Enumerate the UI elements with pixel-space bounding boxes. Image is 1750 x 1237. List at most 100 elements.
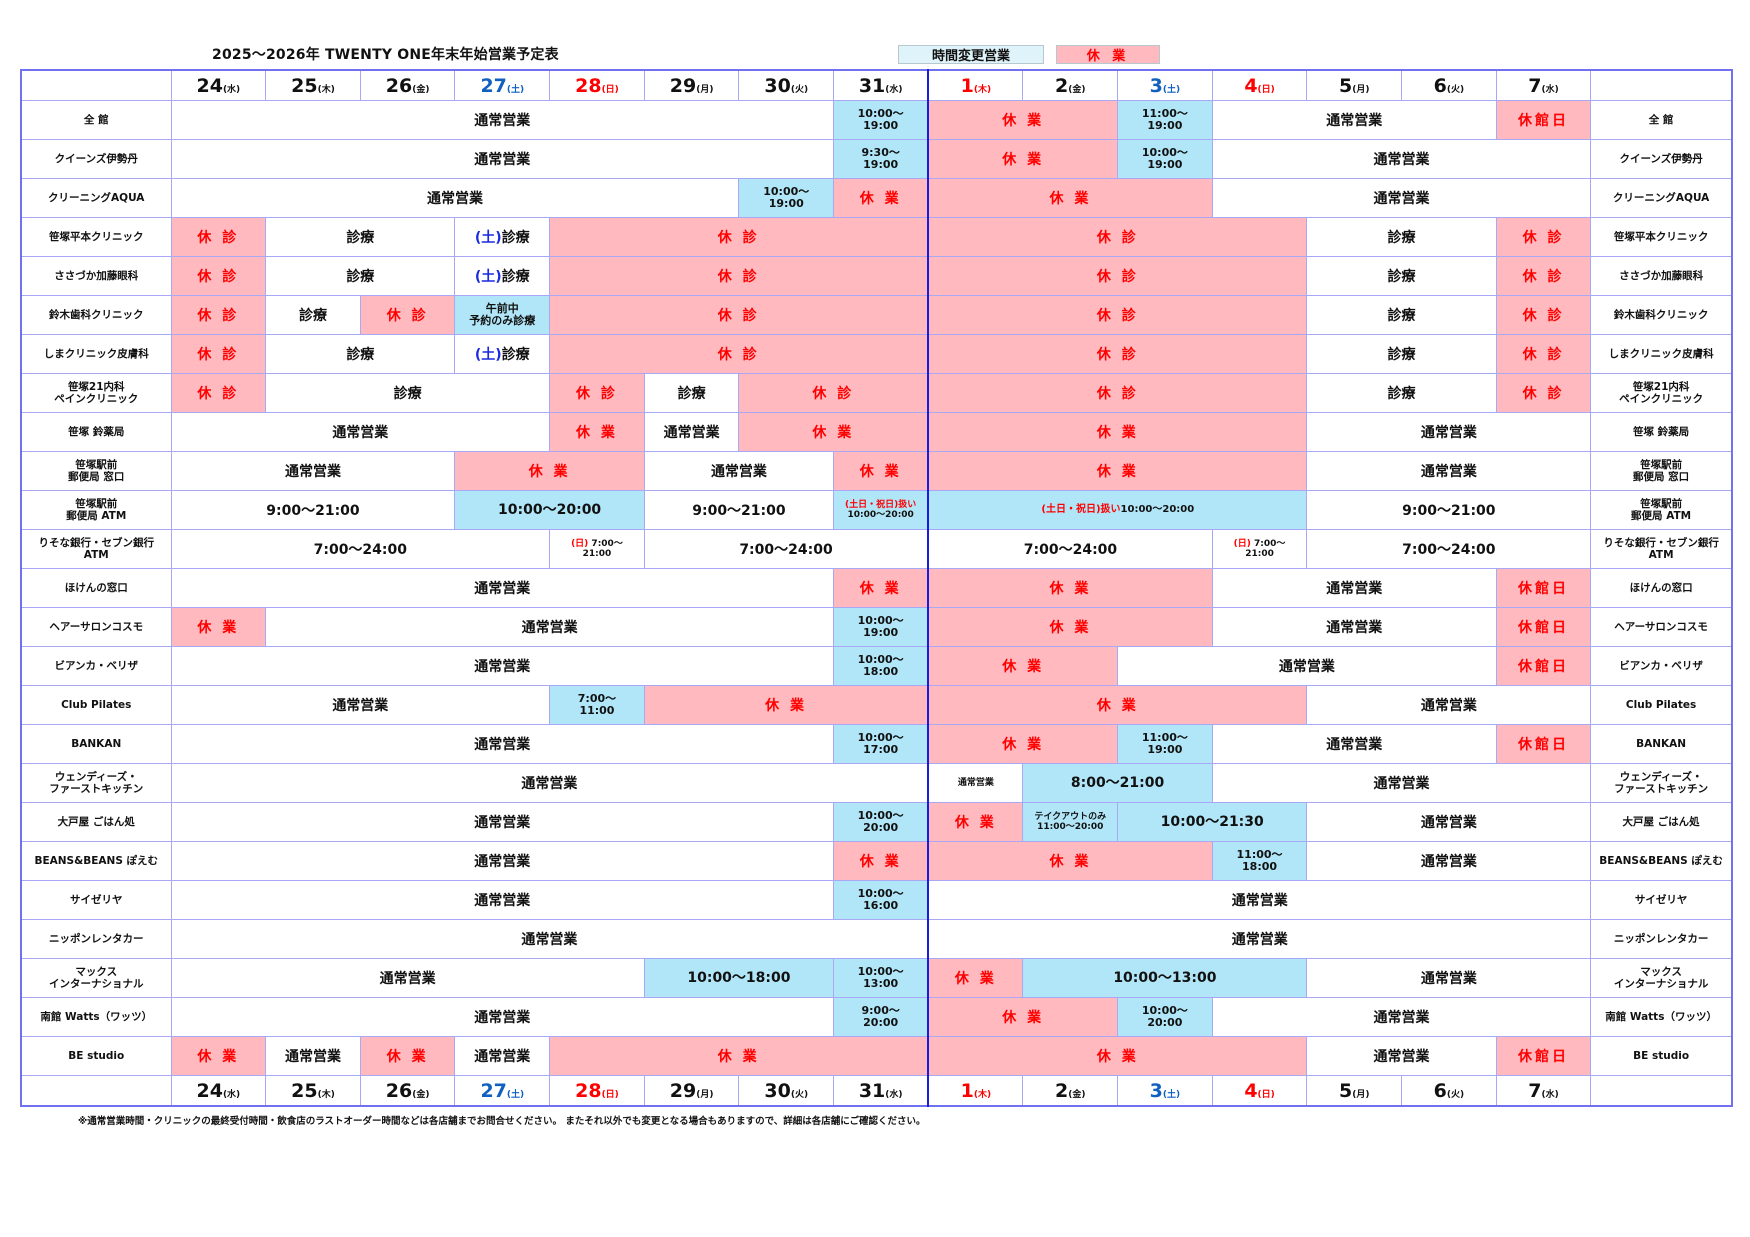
day-header: 26(金)	[359, 69, 456, 101]
store-name: 笹塚駅前 郵便局 窓口	[20, 451, 172, 491]
closed-cell: 休 診	[170, 256, 267, 296]
cell-text: 通常営業	[1373, 776, 1430, 792]
normal-cell: 通常営業	[170, 841, 835, 881]
closed-cell: 休 業	[170, 607, 267, 647]
cell-text: 10:00〜 13:00	[857, 965, 904, 990]
cell-text: 通常営業	[474, 581, 531, 597]
normal-cell: 通常営業	[927, 880, 1592, 920]
cell-text: 通常営業	[474, 737, 531, 753]
cell-text: 休 診	[717, 230, 760, 246]
store-name: ほけんの窓口	[20, 568, 172, 608]
day-header: 26(金)	[359, 1075, 456, 1107]
closed-cell: 休 業	[170, 1036, 267, 1076]
cell-text: 休 業	[1049, 581, 1092, 597]
day-number: 29	[669, 1079, 697, 1102]
closed-cell: 休 診	[1495, 373, 1592, 413]
day-number: 7	[1528, 1079, 1542, 1102]
day-of-week: (月)	[1352, 84, 1370, 95]
cell-text: 診療	[1387, 269, 1416, 285]
closed-cell: 休 業	[833, 451, 929, 491]
day-of-week: (火)	[1446, 1089, 1465, 1100]
day-number: 2	[1055, 74, 1069, 97]
cell-text: 休 業	[859, 464, 902, 480]
table-row: サイゼリヤ 通常営業 10:00〜 16:00 通常営業 サイゼリヤ	[20, 880, 1733, 920]
closed-cell: 休館日	[1495, 1036, 1592, 1076]
cell-text: 通常営業	[332, 425, 389, 441]
day-header: 4(日)	[1211, 69, 1308, 101]
day-of-week: (火)	[790, 1089, 809, 1100]
cell-text: 通常営業	[474, 893, 531, 909]
day-header: 28(日)	[549, 1075, 645, 1107]
day-number: 30	[764, 74, 791, 97]
closed-cell: 休館日	[1495, 568, 1592, 608]
cell-text: 休 診	[1522, 308, 1565, 324]
day-number: 29	[669, 74, 697, 97]
cell-text: 通常営業	[474, 1049, 531, 1065]
cell-text: 10:00〜 17:00	[857, 731, 904, 756]
store-name: 笹塚 鈴薬局	[20, 412, 172, 452]
cell-text: 休 業	[197, 1049, 240, 1065]
cell-text: 10:00〜18:00	[687, 970, 791, 986]
closed-cell: 休 業	[927, 1036, 1308, 1076]
cell-text: 通常営業	[1373, 191, 1430, 207]
cell-text: 通常営業	[710, 464, 767, 480]
cell-text: 診療	[677, 386, 706, 402]
normal-cell: 通常営業	[1306, 412, 1592, 452]
cell-text: 通常営業	[284, 1049, 341, 1065]
table-row: BEANS&BEANS ぽえむ 通常営業 休 業 休 業 11:00〜 18:00 通常営…	[20, 841, 1733, 881]
normal-cell: 通常営業	[1211, 997, 1592, 1037]
cell-text: 休館日	[1518, 113, 1570, 129]
day-number: 1	[960, 74, 974, 97]
changed-hours-cell: 11:00〜 19:00	[1117, 100, 1213, 140]
normal-cell: 通常営業	[170, 646, 835, 686]
normal-cell: 通常営業	[1211, 724, 1497, 764]
normal-cell: 診療	[643, 373, 740, 413]
normal-cell: 通常営業	[927, 763, 1024, 803]
day-number: 7	[1528, 74, 1542, 97]
cell-text: 休 診	[197, 386, 240, 402]
normal-cell: 通常営業	[1211, 763, 1592, 803]
cell-text: 通常営業	[332, 698, 389, 714]
day-of-week: (水)	[885, 84, 903, 95]
closed-cell: 休 業	[927, 802, 1024, 842]
normal-cell: 通常営業	[170, 958, 645, 998]
cell-text: 休 診	[1522, 230, 1565, 246]
cell-text: 10:00〜 20:00	[857, 809, 904, 834]
closed-cell: 休 診	[170, 295, 267, 335]
day-header: 31(水)	[833, 1075, 929, 1107]
store-name-right: ヘアーサロンコスモ	[1590, 607, 1733, 647]
changed-hours-cell: 午前中 予約のみ診療	[454, 295, 551, 335]
store-name: 大戸屋 ごはん処	[20, 802, 172, 842]
cell-text: 10:00〜13:00	[1113, 970, 1217, 986]
day-of-week: (木)	[317, 84, 335, 95]
day-header-row-top: 24(水) 25(木) 26(金) 27(土) 28(日) 29(月) 30(火) 31(水)…	[20, 69, 1733, 101]
day-header: 5(月)	[1306, 69, 1403, 101]
changed-hours-cell: 10:00〜 19:00	[1117, 139, 1213, 179]
cell-text: 通常営業	[1326, 113, 1383, 129]
note-prefix: (土)	[474, 347, 502, 363]
cell-text: 9:00〜 20:00	[861, 1004, 900, 1029]
normal-cell: 通常営業	[1306, 451, 1592, 491]
cell-text: 10:00〜20:00	[498, 502, 602, 518]
day-number: 27	[480, 1079, 507, 1102]
changed-hours-cell: 10:00〜 19:00	[833, 100, 929, 140]
store-name-right: BEANS&BEANS ぽえむ	[1590, 841, 1733, 881]
cell-text: 休 業	[576, 425, 618, 441]
day-of-week: (日)	[1257, 1089, 1275, 1100]
cell-text: 7:00〜24:00	[313, 542, 407, 558]
cell-text: 休 業	[717, 1049, 760, 1065]
cell-text: 休 診	[1096, 308, 1139, 324]
store-name-right: 大戸屋 ごはん処	[1590, 802, 1733, 842]
normal-cell: 診療	[1306, 373, 1497, 413]
cell-text: 休 業	[1049, 191, 1092, 207]
normal-cell: 診療	[265, 295, 361, 335]
note-prefix: (日)	[571, 539, 589, 549]
cell-text: 休 診	[717, 308, 760, 324]
store-name-right: ほけんの窓口	[1590, 568, 1733, 608]
normal-cell: 通常営業	[170, 724, 835, 764]
cell-text: 10:00〜 19:00	[857, 614, 904, 639]
changed-hours-cell: 9:30〜 19:00	[833, 139, 929, 179]
store-name: 笹塚21内科 ペインクリニック	[20, 373, 172, 413]
changed-hours-cell: 11:00〜 19:00	[1117, 724, 1213, 764]
closed-cell: 休 診	[738, 373, 929, 413]
